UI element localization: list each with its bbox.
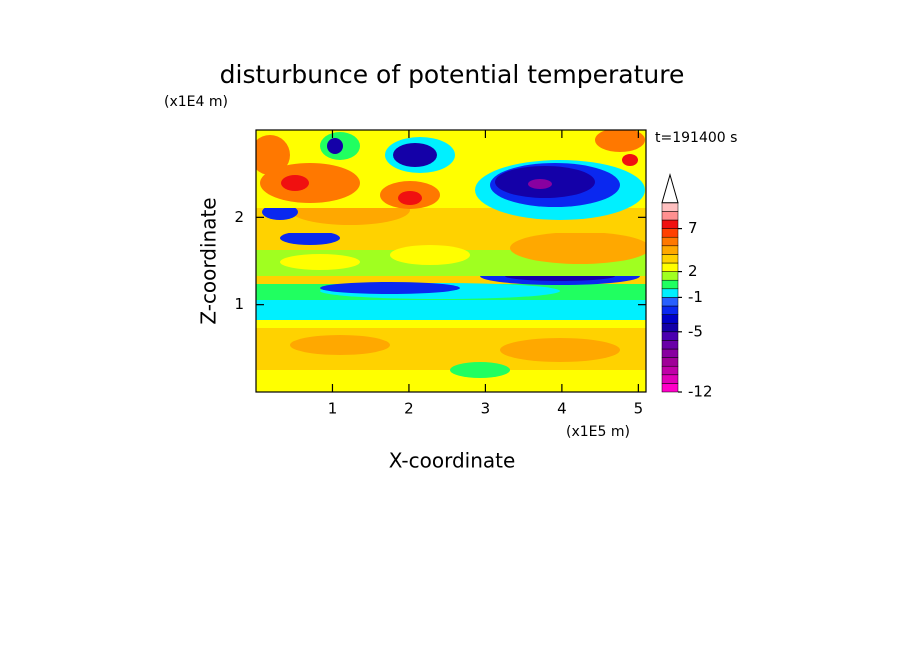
contour-fill xyxy=(393,143,437,167)
x-unit: (x1E5 m) xyxy=(566,424,630,440)
contour-fill xyxy=(256,135,290,175)
y-tick-label: 2 xyxy=(234,208,244,226)
plot-frame xyxy=(255,129,647,393)
contour-fill xyxy=(256,318,646,328)
contour-fill xyxy=(280,231,340,245)
chart-title: disturbunce of potential temperature xyxy=(220,60,685,89)
x-tick-label: 1 xyxy=(328,400,338,418)
colorbar-band xyxy=(661,305,679,315)
contour-fill xyxy=(622,154,638,166)
colorbar-band xyxy=(661,365,679,376)
contour-fill xyxy=(280,254,360,270)
x-tick-label: 5 xyxy=(634,400,644,418)
colorbar-band xyxy=(661,211,679,221)
colorbar-band xyxy=(661,331,679,341)
colorbar-band xyxy=(661,322,679,333)
x-tick-label: 2 xyxy=(404,400,414,418)
colorbar-band xyxy=(661,279,679,290)
colorbar-tick-label: -12 xyxy=(688,383,713,401)
x-axis-label: X-coordinate xyxy=(389,449,516,473)
x-tick-label: 4 xyxy=(557,400,567,418)
contour-fill xyxy=(290,335,390,355)
colorbar-band xyxy=(661,202,679,212)
contour-fill xyxy=(256,370,646,392)
time-label: t=191400 s xyxy=(655,130,737,146)
colorbar-band xyxy=(661,219,679,229)
colorbar-band xyxy=(661,374,679,384)
y-axis-label: Z-coordinate xyxy=(197,197,221,324)
contour-fill xyxy=(528,179,552,189)
contour-fill xyxy=(320,282,460,294)
colorbar-band xyxy=(661,271,679,281)
colorbar-band xyxy=(661,297,679,307)
colorbar-band xyxy=(661,357,679,367)
y-tick-label: 1 xyxy=(234,295,244,313)
y-unit: (x1E4 m) xyxy=(164,94,228,110)
contour-fill xyxy=(450,362,510,378)
contour-fill xyxy=(327,138,343,154)
colorbar-band xyxy=(661,314,679,324)
colorbar-band xyxy=(661,262,679,272)
colorbar-band xyxy=(661,348,679,358)
contour-fill xyxy=(260,163,360,203)
contour-field xyxy=(256,130,646,392)
colorbar-band xyxy=(661,340,679,350)
colorbar-tick-label: -1 xyxy=(688,288,703,306)
contour-fill xyxy=(398,191,422,205)
colorbar-tick-label: 7 xyxy=(688,219,698,237)
colorbar-band xyxy=(661,254,679,264)
colorbar-band xyxy=(661,228,679,238)
colorbar-band xyxy=(661,245,679,255)
contour-fill xyxy=(510,232,646,264)
colorbar-tick-label: 2 xyxy=(688,262,698,280)
colorbar-band xyxy=(661,236,679,247)
contour-fill xyxy=(390,245,470,265)
contour-fill xyxy=(256,298,646,320)
colorbar-tick-label: -5 xyxy=(688,322,703,340)
colorbar-band xyxy=(661,383,679,393)
x-tick-label: 3 xyxy=(481,400,491,418)
contour-fill xyxy=(500,338,620,362)
contour-fill xyxy=(595,130,645,152)
contour-fill xyxy=(281,175,309,191)
colorbar-band xyxy=(661,288,679,298)
colorbar-arrow xyxy=(661,172,679,204)
